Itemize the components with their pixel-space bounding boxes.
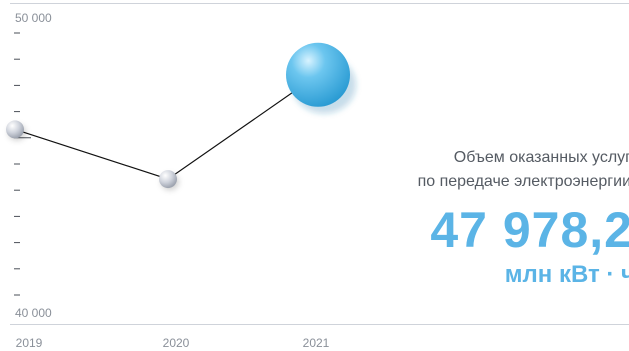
highlight-value: 47 978,2 bbox=[430, 202, 629, 258]
x-tick-label-2020: 2020 bbox=[162, 336, 190, 350]
caption-line-2: по передаче электроэнергии bbox=[417, 173, 629, 190]
top-border-line bbox=[10, 3, 629, 4]
series-line bbox=[14, 74, 319, 180]
x-tick-label-2019: 2019 bbox=[15, 336, 43, 350]
data-point-2021 bbox=[286, 42, 350, 107]
y-tick-label-min: 40 000 bbox=[15, 306, 52, 320]
y-tick-label-max: 50 000 bbox=[15, 11, 52, 25]
caption-line-1: Объем оказанных услуг bbox=[453, 149, 629, 166]
data-point-2020 bbox=[159, 170, 177, 189]
x-axis-line bbox=[10, 324, 629, 325]
x-tick-label-2021: 2021 bbox=[302, 336, 330, 350]
highlight-unit: млн кВт · ч bbox=[504, 261, 629, 288]
metric-caption: Объем оказанных услуг по передаче электр… bbox=[418, 146, 629, 194]
data-point-2019 bbox=[6, 120, 24, 139]
